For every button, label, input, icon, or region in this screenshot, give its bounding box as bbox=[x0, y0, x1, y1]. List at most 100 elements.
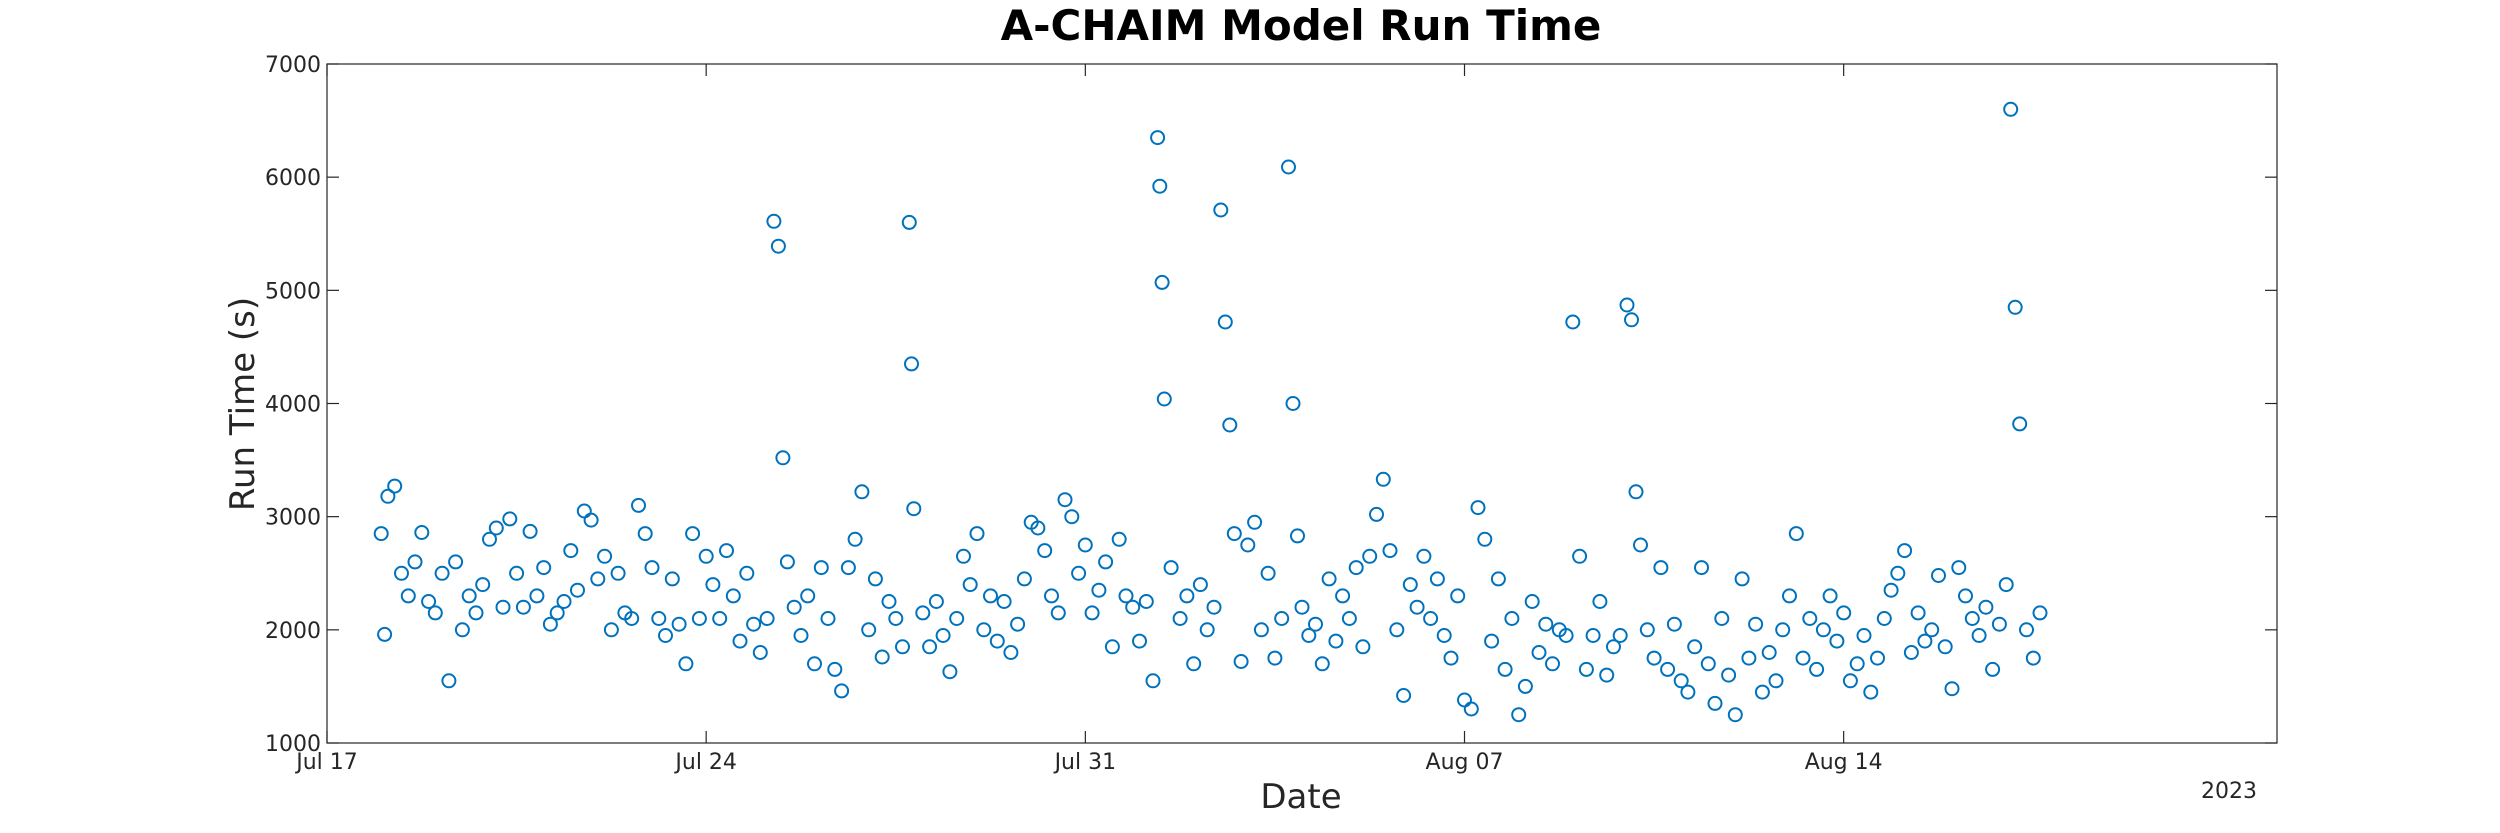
x-tick-label: Jul 24 bbox=[673, 750, 737, 775]
data-point bbox=[1290, 528, 1305, 544]
data-point bbox=[1592, 594, 1608, 609]
data-point bbox=[719, 543, 734, 559]
chart-title: A-CHAIM Model Run Time bbox=[1001, 1, 1602, 50]
data-point bbox=[1782, 588, 1797, 604]
data-point bbox=[570, 582, 585, 598]
data-point bbox=[529, 588, 545, 604]
data-point bbox=[942, 664, 958, 680]
data-point bbox=[658, 628, 673, 643]
data-point bbox=[624, 611, 640, 626]
data-point bbox=[1423, 611, 1439, 626]
data-point bbox=[1355, 639, 1371, 655]
data-point bbox=[1091, 582, 1107, 598]
data-point bbox=[434, 565, 450, 581]
data-point bbox=[1971, 628, 1987, 643]
data-point bbox=[1321, 571, 1337, 587]
y-tick-label: 7000 bbox=[265, 53, 321, 78]
data-point bbox=[414, 525, 430, 540]
data-point bbox=[766, 213, 782, 229]
data-point bbox=[1267, 650, 1283, 666]
data-point bbox=[1998, 577, 2014, 593]
data-point bbox=[1477, 531, 1493, 547]
data-point bbox=[1217, 314, 1233, 330]
data-point bbox=[1152, 178, 1168, 194]
data-point bbox=[1565, 314, 1581, 330]
data-point bbox=[2025, 650, 2041, 666]
data-point bbox=[1578, 661, 1594, 677]
data-point bbox=[1301, 628, 1317, 643]
data-point bbox=[1680, 684, 1696, 700]
data-point bbox=[1768, 673, 1784, 689]
data-point bbox=[813, 560, 829, 576]
data-point bbox=[2003, 101, 2019, 117]
data-point bbox=[1809, 661, 1825, 677]
data-point bbox=[522, 523, 538, 539]
data-point bbox=[1077, 537, 1093, 553]
data-point bbox=[725, 588, 741, 604]
y-tick-label: 4000 bbox=[265, 393, 321, 418]
data-point bbox=[1436, 628, 1452, 643]
data-point bbox=[549, 605, 565, 621]
data-point bbox=[380, 488, 396, 504]
data-point bbox=[441, 673, 457, 689]
y-axis-label: Run Time (s) bbox=[223, 297, 263, 511]
data-point bbox=[1761, 645, 1777, 660]
data-point bbox=[1883, 582, 1899, 598]
data-point bbox=[759, 611, 775, 626]
data-point bbox=[597, 548, 613, 564]
data-point bbox=[901, 214, 917, 230]
data-point bbox=[906, 501, 922, 517]
data-point bbox=[895, 639, 910, 655]
data-point bbox=[1524, 594, 1540, 609]
data-point bbox=[1653, 560, 1669, 576]
data-point bbox=[495, 599, 511, 615]
data-point bbox=[1294, 599, 1310, 615]
data-point bbox=[1274, 611, 1290, 626]
data-point bbox=[1163, 560, 1179, 576]
data-point bbox=[752, 645, 768, 660]
data-point bbox=[461, 588, 477, 604]
data-point bbox=[1863, 684, 1879, 700]
data-point bbox=[1707, 695, 1723, 711]
data-point bbox=[1222, 417, 1238, 433]
data-point bbox=[1132, 633, 1147, 649]
data-point bbox=[1247, 514, 1263, 530]
data-point bbox=[807, 656, 822, 672]
data-point bbox=[1260, 565, 1276, 581]
data-point bbox=[1010, 616, 1026, 632]
data-point bbox=[949, 611, 965, 626]
data-point bbox=[1172, 611, 1188, 626]
data-point bbox=[394, 565, 409, 581]
data-point bbox=[1308, 616, 1323, 632]
data-point bbox=[515, 599, 531, 615]
data-point bbox=[1829, 633, 1845, 649]
data-point bbox=[1944, 681, 1960, 697]
data-point bbox=[1145, 673, 1161, 689]
data-point bbox=[400, 588, 416, 604]
data-point bbox=[488, 520, 504, 536]
data-point bbox=[2007, 299, 2023, 315]
data-point bbox=[1924, 622, 1940, 638]
data-point bbox=[1890, 565, 1906, 581]
data-point bbox=[1497, 661, 1513, 677]
y-tick-label: 5000 bbox=[265, 279, 321, 304]
y-tick-label: 2000 bbox=[265, 619, 321, 644]
data-point bbox=[1714, 611, 1730, 626]
data-point bbox=[1504, 611, 1520, 626]
data-point bbox=[1931, 568, 1946, 583]
data-point bbox=[915, 605, 931, 621]
data-point bbox=[705, 577, 721, 593]
data-point bbox=[1030, 520, 1046, 536]
data-point bbox=[1064, 509, 1080, 525]
data-point bbox=[1138, 594, 1154, 609]
data-point bbox=[1253, 622, 1269, 638]
data-point bbox=[1111, 531, 1127, 547]
data-point bbox=[1154, 274, 1170, 290]
data-point bbox=[874, 649, 890, 665]
data-point bbox=[1612, 628, 1628, 643]
data-point bbox=[1628, 484, 1644, 500]
data-point bbox=[1639, 622, 1655, 638]
data-point bbox=[888, 611, 904, 626]
data-point bbox=[1044, 588, 1059, 604]
